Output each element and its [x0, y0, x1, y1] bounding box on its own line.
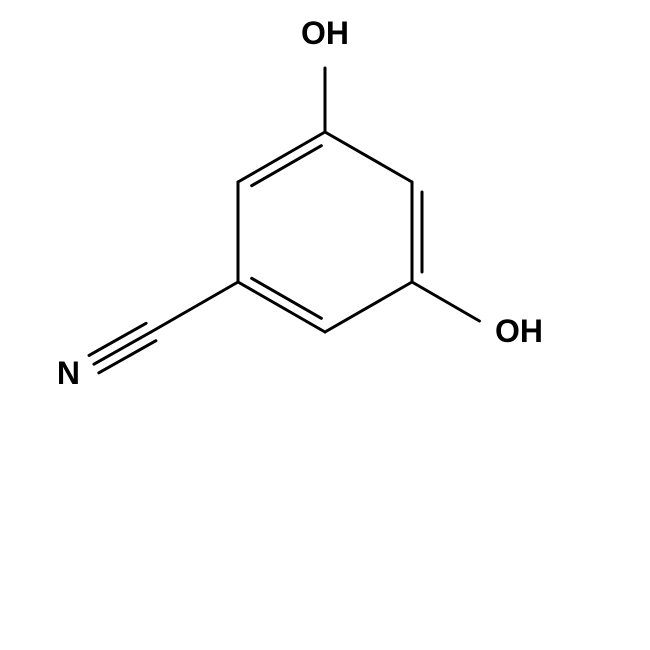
atom-label-o2: OH [495, 313, 543, 349]
atom-label-n1: N [57, 355, 80, 391]
molecule-diagram: OH OH N [0, 0, 650, 650]
atom-label-o1: OH [301, 15, 349, 51]
